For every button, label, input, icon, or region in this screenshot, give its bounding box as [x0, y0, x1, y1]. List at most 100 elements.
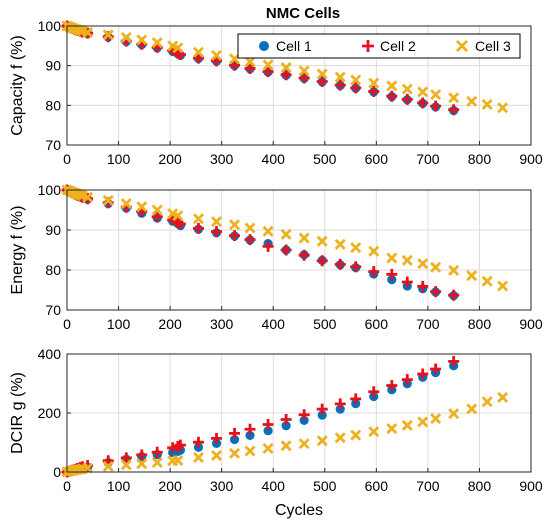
point-cell-3 [316, 68, 328, 80]
point-cell-2 [151, 211, 163, 223]
point-cell-3 [316, 435, 328, 447]
x-tick-label: 700 [416, 478, 440, 494]
point-cell-3 [151, 37, 163, 49]
point-cell-2 [386, 380, 398, 392]
x-tick-label: 900 [519, 151, 543, 167]
point-cell-2 [448, 104, 460, 116]
point-cell-3 [172, 455, 184, 466]
point-cell-3 [244, 56, 256, 68]
legend-label-cell-1: Cell 1 [276, 38, 312, 54]
point-cell-2 [192, 52, 204, 64]
point-cell-3 [466, 270, 478, 282]
point-cell-3 [192, 213, 204, 225]
point-cell-3 [350, 242, 362, 254]
point-cell-2 [386, 90, 398, 102]
point-cell-3 [386, 80, 398, 92]
point-cell-2 [229, 59, 241, 71]
point-cell-1 [245, 430, 255, 441]
point-cell-3 [102, 29, 114, 41]
point-cell-3 [497, 102, 509, 114]
point-cell-3 [386, 423, 398, 435]
point-cell-3 [448, 264, 460, 276]
y-tick-label: 100 [38, 182, 62, 198]
point-cell-2 [211, 226, 223, 238]
legend-marker-cell-2 [362, 40, 374, 52]
legend-entry-cell-1: Cell 1 [259, 38, 312, 54]
x-tick-label: 800 [468, 316, 492, 332]
axes-frame [66, 189, 532, 311]
point-cell-3 [244, 445, 256, 457]
point-cell-3 [120, 459, 132, 471]
point-cell-2 [262, 66, 274, 78]
point-cell-2 [430, 286, 442, 298]
point-cell-2 [368, 386, 380, 398]
point-cell-3 [448, 92, 460, 104]
point-cell-1 [263, 426, 273, 436]
plot-area [67, 190, 531, 310]
figure-title: NMC Cells [266, 5, 340, 22]
point-cell-3 [262, 59, 274, 71]
point-cell-3 [466, 403, 478, 415]
point-cell-2 [350, 393, 362, 405]
point-cell-2 [417, 368, 429, 380]
point-cell-3 [172, 210, 184, 222]
point-cell-2 [417, 97, 429, 109]
x-tick-label: 600 [365, 478, 389, 494]
y-tick-label: 200 [38, 405, 62, 421]
point-cell-3 [430, 261, 442, 273]
x-tick-label: 300 [210, 478, 234, 494]
x-tick-label: 400 [262, 151, 286, 167]
x-tick-label: 500 [313, 316, 337, 332]
x-tick-label: 700 [416, 151, 440, 167]
point-cell-3 [316, 235, 328, 247]
point-cell-2 [350, 82, 362, 94]
y-tick-label: 70 [45, 137, 61, 153]
x-tick-label: 900 [519, 478, 543, 494]
point-cell-3 [417, 258, 429, 270]
x-tick-label: 200 [158, 151, 182, 167]
point-cell-1 [317, 410, 327, 420]
point-cell-3 [481, 396, 493, 408]
point-cell-3 [151, 204, 163, 216]
point-cell-3 [136, 458, 148, 470]
point-cell-3 [386, 252, 398, 264]
point-cell-3 [401, 254, 413, 266]
y-axis-label: Capacity f (%) [9, 35, 26, 135]
point-cell-3 [481, 99, 493, 111]
point-cell-1 [299, 415, 309, 425]
point-cell-3 [151, 457, 163, 469]
point-cell-3 [192, 452, 204, 464]
y-tick-label: 80 [45, 262, 61, 278]
point-cell-3 [466, 95, 478, 107]
point-cell-3 [334, 238, 346, 250]
x-tick-label: 100 [107, 316, 131, 332]
y-tick-label: 70 [45, 302, 61, 318]
point-cell-2 [316, 403, 328, 415]
legend-box [237, 33, 521, 59]
point-cell-2 [298, 249, 310, 261]
point-cell-3 [136, 34, 148, 46]
point-cell-2 [334, 258, 346, 270]
legend-marker-cell-3 [456, 40, 468, 52]
point-cell-2 [401, 276, 413, 288]
point-cell-2 [244, 234, 256, 246]
point-cell-3 [262, 225, 274, 237]
point-cell-3 [430, 413, 442, 425]
point-cell-3 [280, 440, 292, 452]
point-cell-2 [401, 374, 413, 386]
point-cell-1 [281, 421, 291, 431]
x-tick-label: 500 [313, 478, 337, 494]
point-cell-2 [368, 85, 380, 97]
point-cell-3 [192, 46, 204, 58]
y-tick-label: 0 [53, 464, 61, 480]
point-cell-2 [280, 413, 292, 425]
point-cell-3 [481, 275, 493, 287]
legend-entry-cell-2: Cell 2 [362, 38, 416, 54]
point-cell-2 [448, 289, 460, 301]
point-cell-3 [82, 26, 94, 38]
x-tick-label: 700 [416, 316, 440, 332]
point-cell-3 [401, 83, 413, 95]
point-cell-2 [316, 255, 328, 267]
point-cell-2 [417, 280, 429, 292]
